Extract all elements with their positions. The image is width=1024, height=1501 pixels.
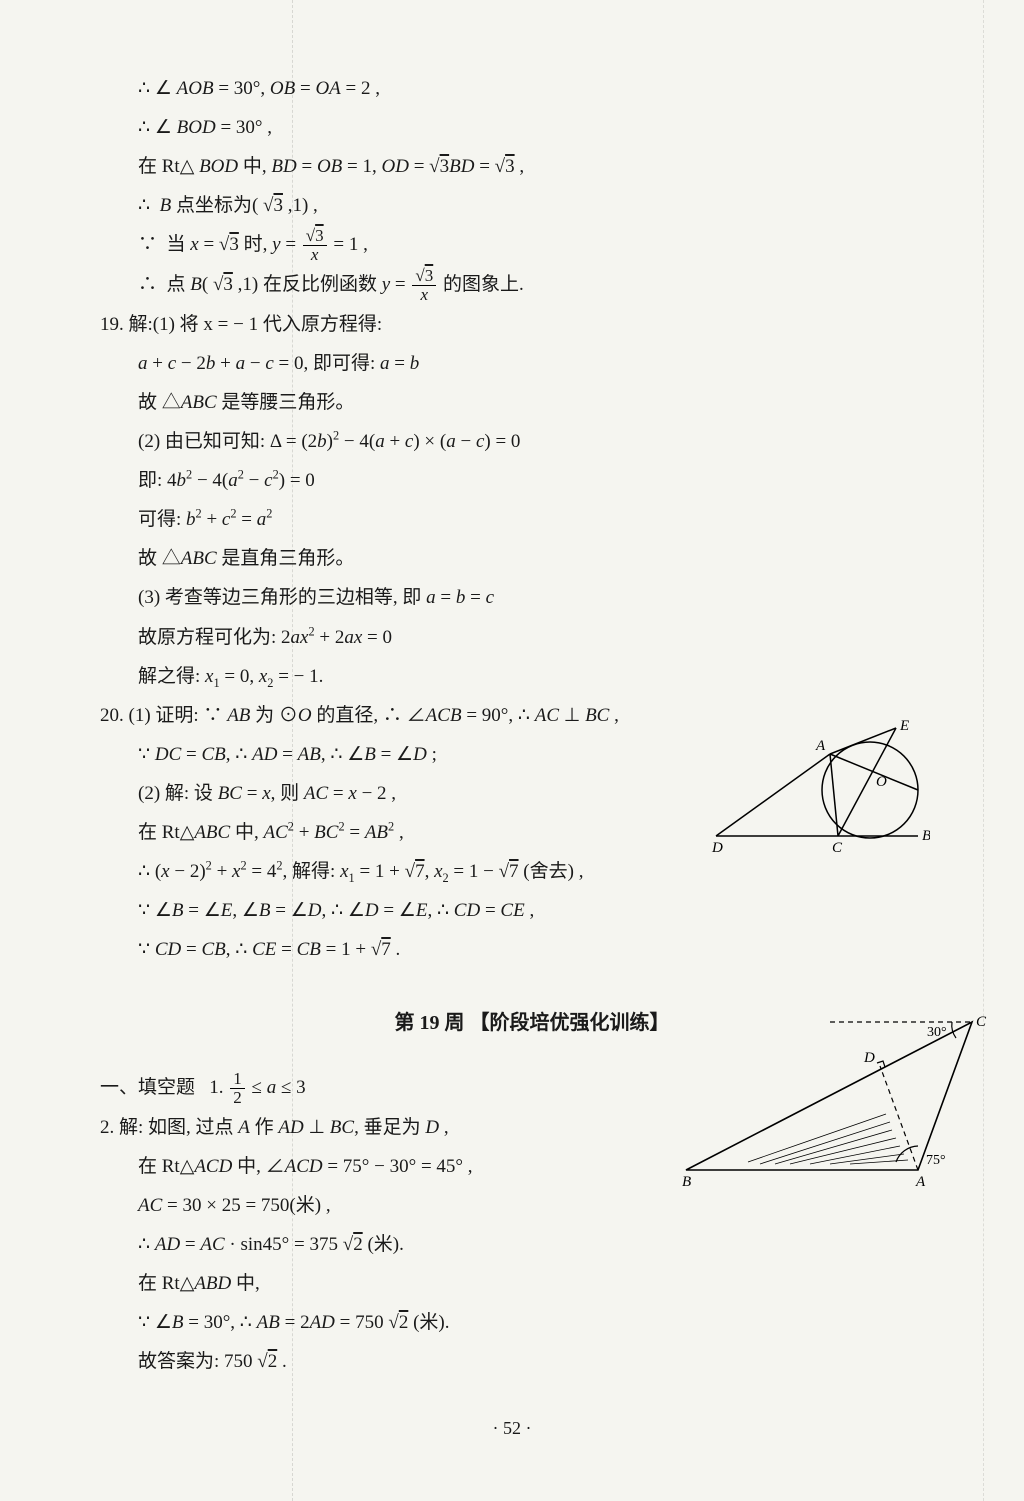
svg-text:E: E [899,718,909,734]
text-line: (2) 由已知可知: Δ = (2b)2 − 4(a + c) × (a − c… [100,423,740,460]
svg-text:B: B [922,828,930,844]
text-line: ∵ DC = CB, ∴ AD = AB, ∴ ∠B = ∠D ; [100,736,740,773]
text-line: a + c − 2b + a − c = 0, 即可得: a = b [100,345,740,382]
text-line: 可得: b2 + c2 = a2 [100,501,740,538]
svg-text:D: D [711,840,723,856]
svg-text:B: B [682,1174,691,1190]
text-line: ∵ 当 x = √3 时, y = √3x = 1 , [100,226,740,264]
text-line: 故原方程可化为: 2ax2 + 2ax = 0 [100,619,740,656]
svg-text:C: C [976,1014,987,1030]
svg-text:O: O [876,774,887,790]
week19-q2: 2. 解: 如图, 过点 A 作 AD ⊥ BC, 垂足为 D , 在 Rt△A… [100,1109,740,1380]
svg-text:30°: 30° [927,1025,947,1040]
text-line: ∴ 点 B( √3 ,1) 在反比例函数 y = √3x 的图象上. [100,266,740,304]
page-number: · 52 · [0,1411,1024,1446]
svg-text:A: A [815,738,826,754]
solution-continued: ∴ ∠ AOB = 30°, OB = OA = 2 , ∴ ∠ BOD = 3… [100,70,740,304]
text-line: ∵ CD = CB, ∴ CE = CB = 1 + √7 . [100,931,740,968]
question-20: 20. (1) 证明: ∵ AB 为 ⊙O 的直径, ∴ ∠ACB = 90°,… [100,697,740,968]
text-line: 在 Rt△ACD 中, ∠ACD = 75° − 30° = 45° , [100,1148,740,1185]
text-line: 解之得: x1 = 0, x2 = − 1. [100,658,740,695]
fold-line [292,0,293,1501]
text-line: 故答案为: 750 √2 . [100,1343,740,1380]
diagram-circle: D C B A E O [710,718,930,868]
svg-text:D: D [863,1050,875,1066]
text-line: 在 Rt△ BOD 中, BD = OB = 1, OD = √3BD = √3… [100,148,740,185]
text-line: ∴ AD = AC · sin45° = 375 √2 (米). [100,1226,740,1263]
text-line: 在 Rt△ABC 中, AC2 + BC2 = AB2 , [100,814,740,851]
text-line: 一、填空题 1. 12 ≤ a ≤ 3 [100,1069,740,1107]
text-line: ∵ ∠B = 30°, ∴ AB = 2AD = 750 √2 (米). [100,1304,740,1341]
svg-text:75°: 75° [926,1153,946,1168]
question-19: 19. 解:(1) 将 x = − 1 代入原方程得: a + c − 2b +… [100,306,740,694]
page-edge-line [983,0,984,1501]
svg-text:A: A [915,1174,926,1190]
text-line: AC = 30 × 25 = 750(米) , [100,1187,740,1224]
text-line: ∴ (x − 2)2 + x2 = 42, 解得: x1 = 1 + √7, x… [100,853,740,890]
text-line: ∴ B 点坐标为( √3 ,1) , [100,187,740,224]
text-line: 即: 4b2 − 4(a2 − c2) = 0 [100,462,740,499]
q19-header: 19. 解:(1) 将 x = − 1 代入原方程得: [100,306,740,343]
text-line: (2) 解: 设 BC = x, 则 AC = x − 2 , [100,775,740,812]
text-line: 2. 解: 如图, 过点 A 作 AD ⊥ BC, 垂足为 D , [100,1109,740,1146]
text-line: ∴ ∠ AOB = 30°, OB = OA = 2 , [100,70,740,107]
text-line: ∴ ∠ BOD = 30° , [100,109,740,146]
diagram-triangle: 30° 75° B A C D [680,1012,990,1197]
text-line: 故 △ABC 是等腰三角形。 [100,384,740,421]
text-line: ∵ ∠B = ∠E, ∠B = ∠D, ∴ ∠D = ∠E, ∴ CD = CE… [100,892,740,929]
text-line: (3) 考查等边三角形的三边相等, 即 a = b = c [100,579,740,616]
text-line: 在 Rt△ABD 中, [100,1265,740,1302]
text-line: 20. (1) 证明: ∵ AB 为 ⊙O 的直径, ∴ ∠ACB = 90°,… [100,697,740,734]
svg-text:C: C [832,840,843,856]
text-line: 故 △ABC 是直角三角形。 [100,540,740,577]
week19-q1: 一、填空题 1. 12 ≤ a ≤ 3 [100,1069,740,1107]
